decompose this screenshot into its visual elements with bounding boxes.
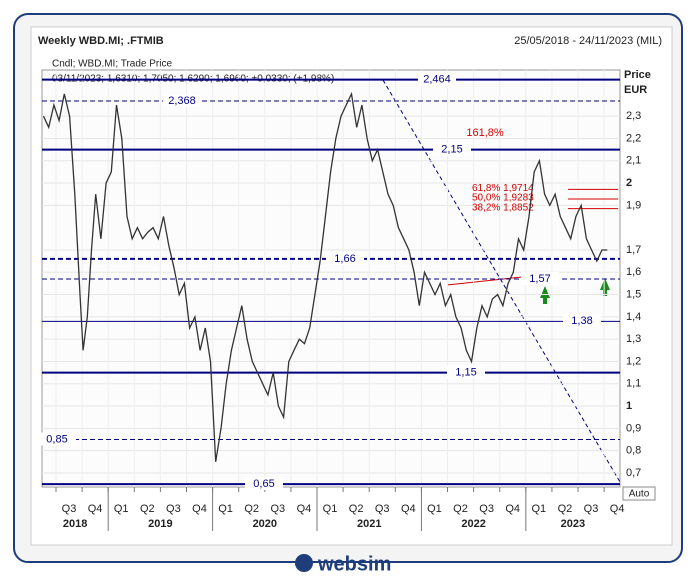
x-tick-label: Q4 <box>297 503 312 515</box>
y-tick-label: 1 <box>626 400 632 412</box>
level-label: 2,464 <box>423 73 451 85</box>
chart-title: Weekly WBD.MI; .FTMIB <box>38 35 164 47</box>
level-label-bg <box>326 251 364 265</box>
fib-label: 50,0% 1,9283 <box>472 193 534 204</box>
x-tick-label: Q3 <box>166 503 181 515</box>
level-label: 2,368 <box>168 95 196 107</box>
auto-box[interactable] <box>622 486 656 501</box>
x-tick-label: Q1 <box>427 503 442 515</box>
y-tick-label: 1,1 <box>626 378 641 390</box>
x-tick-label: Q3 <box>62 503 77 515</box>
trend-line <box>382 79 621 483</box>
level-label-bg <box>521 271 559 285</box>
x-tick-label: Q1 <box>323 503 338 515</box>
level-label-bg <box>38 432 76 446</box>
y-tick-label: 1,9 <box>626 199 641 211</box>
fib-title: 161,8% <box>466 127 504 139</box>
x-tick-label: Q3 <box>270 503 285 515</box>
arrow-stem <box>543 296 547 304</box>
y-tick-label: 1,4 <box>626 311 641 323</box>
y-tick-label: 0,8 <box>626 445 641 457</box>
x-tick-label: Q4 <box>610 503 625 515</box>
x-tick-label: Q1 <box>531 503 546 515</box>
level-label: 0,85 <box>46 433 67 445</box>
year-label: 2018 <box>63 518 87 530</box>
y-tick-label: 2 <box>626 177 632 189</box>
arrow-stem <box>603 288 607 296</box>
level-label: 1,57 <box>529 273 550 285</box>
y-tick-label: 0,9 <box>626 422 641 434</box>
level-label-bg <box>418 72 456 86</box>
x-tick-label: Q4 <box>192 503 207 515</box>
fib-label: 38,2% 1,8852 <box>472 202 534 213</box>
arrow-up <box>600 278 610 290</box>
x-tick-label: Q4 <box>401 503 416 515</box>
y-tick-label: 0,7 <box>626 467 641 479</box>
chart-subtitle: 25/05/2018 - 24/11/2023 (MIL) <box>514 35 662 47</box>
x-tick-label: Q2 <box>558 503 573 515</box>
x-tick-label: Q4 <box>505 503 520 515</box>
x-tick-label: Q2 <box>244 503 259 515</box>
level-label-bg <box>245 477 283 491</box>
y-unit: EUR <box>624 84 647 96</box>
x-tick-label: Q3 <box>584 503 599 515</box>
price-line <box>42 91 608 462</box>
year-label: 2023 <box>561 518 585 530</box>
y-tick-label: 2,1 <box>626 155 641 167</box>
level-label-bg <box>433 142 471 156</box>
auto-label[interactable]: Auto <box>629 489 650 500</box>
level-label: 1,38 <box>571 315 592 327</box>
x-tick-label: Q3 <box>375 503 390 515</box>
level-label-bg <box>563 314 601 328</box>
x-tick-label: Q2 <box>453 503 468 515</box>
year-label: 2019 <box>148 518 172 530</box>
level-label: 2,15 <box>441 144 462 156</box>
logo-mark <box>295 554 313 572</box>
level-label-bg <box>447 365 485 379</box>
y-tick-label: 1,3 <box>626 333 641 345</box>
level-label-bg <box>163 93 201 107</box>
level-label: 1,66 <box>334 253 355 265</box>
y-tick-label: 1,6 <box>626 266 641 278</box>
brand: websim <box>317 553 391 575</box>
y-tick-label: 1,5 <box>626 288 641 300</box>
x-tick-label: Q2 <box>140 503 155 515</box>
legend: Cndl; WBD.MI; Trade Price <box>52 59 172 70</box>
y-label: Price <box>624 69 651 81</box>
x-tick-label: Q3 <box>479 503 494 515</box>
x-tick-label: Q1 <box>114 503 129 515</box>
year-label: 2022 <box>461 518 485 530</box>
y-tick-label: 1,2 <box>626 355 641 367</box>
level-label: 0,65 <box>253 478 274 490</box>
y-tick-label: 1,7 <box>626 244 641 256</box>
year-label: 2020 <box>253 518 277 530</box>
x-tick-label: Q2 <box>349 503 364 515</box>
x-tick-label: Q4 <box>88 503 103 515</box>
y-tick-label: 2,3 <box>626 110 641 122</box>
level-label: 1,15 <box>455 367 476 379</box>
fib-label: 61,8% 1,9714 <box>472 183 534 194</box>
y-tick-label: 2,2 <box>626 132 641 144</box>
year-label: 2021 <box>357 518 381 530</box>
x-tick-label: Q1 <box>218 503 233 515</box>
